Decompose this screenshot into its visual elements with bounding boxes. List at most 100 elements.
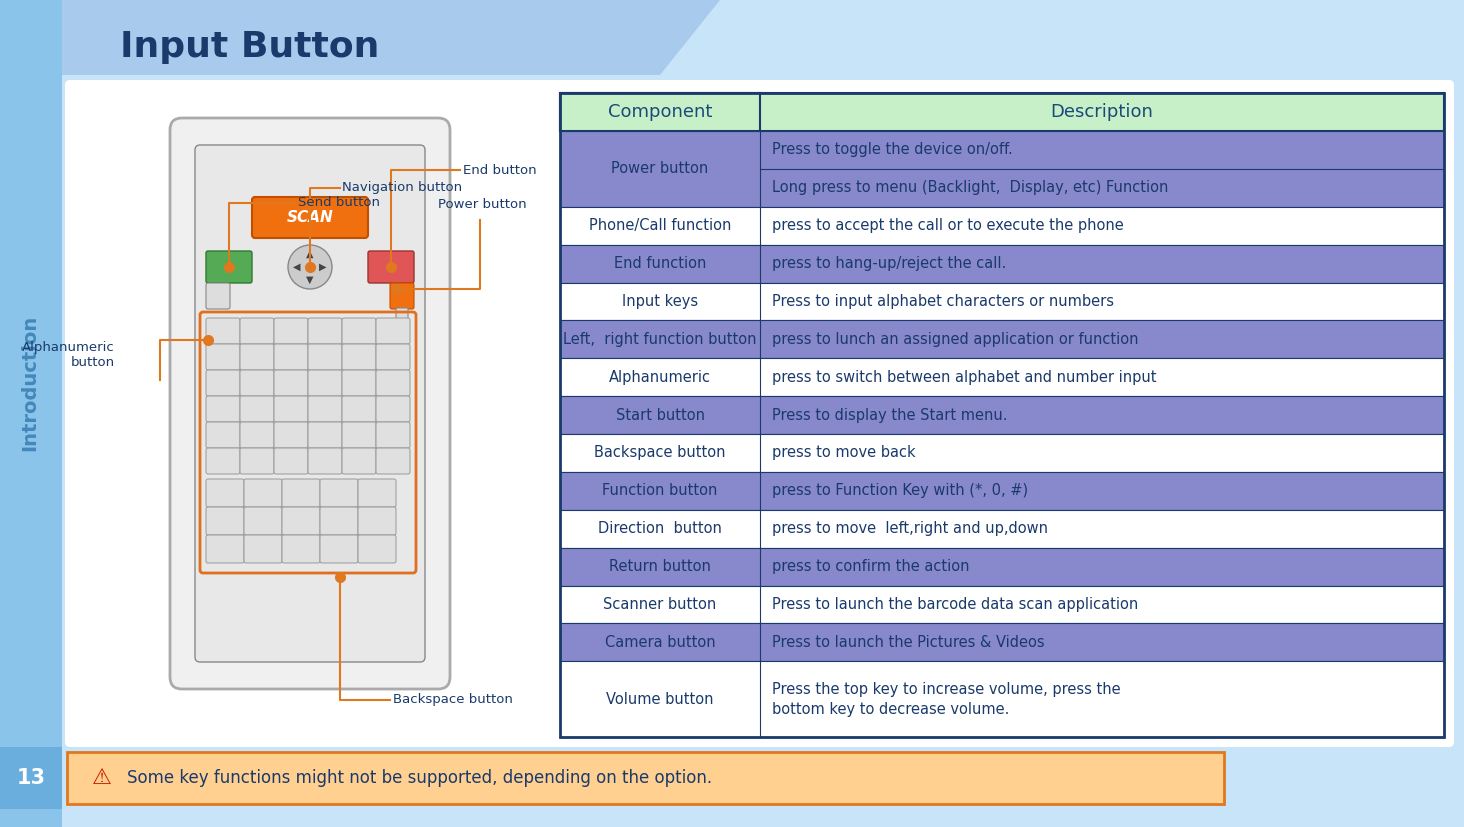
FancyBboxPatch shape xyxy=(244,535,283,563)
Text: ▼: ▼ xyxy=(306,275,313,285)
FancyBboxPatch shape xyxy=(274,396,307,422)
FancyBboxPatch shape xyxy=(64,80,1454,747)
Text: Press to launch the Pictures & Videos: Press to launch the Pictures & Videos xyxy=(772,635,1045,650)
Text: Camera button: Camera button xyxy=(605,635,716,650)
FancyBboxPatch shape xyxy=(240,370,274,396)
FancyBboxPatch shape xyxy=(321,535,359,563)
Text: Press the top key to increase volume, press the
bottom key to decrease volume.: Press the top key to increase volume, pr… xyxy=(772,681,1120,716)
Text: Component: Component xyxy=(608,103,712,121)
FancyBboxPatch shape xyxy=(376,344,410,370)
Bar xyxy=(67,752,1224,804)
Text: Alphanumeric: Alphanumeric xyxy=(609,370,712,385)
Text: Press to display the Start menu.: Press to display the Start menu. xyxy=(772,408,1007,423)
FancyBboxPatch shape xyxy=(321,507,359,535)
FancyBboxPatch shape xyxy=(343,422,376,448)
FancyBboxPatch shape xyxy=(343,448,376,474)
Text: Navigation button: Navigation button xyxy=(343,181,463,194)
FancyBboxPatch shape xyxy=(206,251,252,283)
FancyBboxPatch shape xyxy=(244,507,283,535)
Bar xyxy=(561,283,1444,320)
Text: Phone/Call function: Phone/Call function xyxy=(589,218,731,233)
FancyBboxPatch shape xyxy=(274,422,307,448)
Text: Introduction: Introduction xyxy=(20,315,40,451)
FancyBboxPatch shape xyxy=(283,507,321,535)
Bar xyxy=(0,747,61,809)
FancyBboxPatch shape xyxy=(307,344,343,370)
Bar xyxy=(561,245,1444,283)
FancyBboxPatch shape xyxy=(240,318,274,344)
Bar xyxy=(561,207,1444,245)
Text: Function button: Function button xyxy=(602,483,717,499)
Text: press to Function Key with (*, 0, #): press to Function Key with (*, 0, #) xyxy=(772,483,1028,499)
FancyBboxPatch shape xyxy=(206,370,240,396)
FancyBboxPatch shape xyxy=(206,535,244,563)
FancyBboxPatch shape xyxy=(206,479,244,507)
Text: Backspace button: Backspace button xyxy=(392,694,512,706)
Text: ●: ● xyxy=(306,262,315,272)
FancyBboxPatch shape xyxy=(206,344,240,370)
FancyBboxPatch shape xyxy=(240,396,274,422)
Text: Description: Description xyxy=(1051,103,1154,121)
FancyBboxPatch shape xyxy=(321,479,359,507)
FancyBboxPatch shape xyxy=(389,283,414,309)
Text: Press to input alphabet characters or numbers: Press to input alphabet characters or nu… xyxy=(772,294,1114,309)
Bar xyxy=(561,472,1444,509)
FancyBboxPatch shape xyxy=(274,370,307,396)
FancyBboxPatch shape xyxy=(283,479,321,507)
Text: 13: 13 xyxy=(16,768,45,788)
FancyBboxPatch shape xyxy=(376,370,410,396)
Bar xyxy=(561,586,1444,624)
FancyBboxPatch shape xyxy=(359,535,395,563)
Text: Volume button: Volume button xyxy=(606,691,714,706)
Bar xyxy=(561,509,1444,547)
Text: press to accept the call or to execute the phone: press to accept the call or to execute t… xyxy=(772,218,1124,233)
FancyBboxPatch shape xyxy=(170,118,449,689)
FancyBboxPatch shape xyxy=(244,479,283,507)
Bar xyxy=(561,662,1444,737)
Text: Backspace button: Backspace button xyxy=(594,446,726,461)
Text: Long press to menu (Backlight,  Display, etc) Function: Long press to menu (Backlight, Display, … xyxy=(772,180,1168,195)
Text: ◀: ◀ xyxy=(293,262,300,272)
Text: End function: End function xyxy=(613,256,706,271)
FancyBboxPatch shape xyxy=(367,251,414,283)
Bar xyxy=(561,434,1444,472)
FancyBboxPatch shape xyxy=(307,318,343,344)
FancyBboxPatch shape xyxy=(240,448,274,474)
FancyBboxPatch shape xyxy=(359,479,395,507)
Text: Input Button: Input Button xyxy=(120,30,379,64)
Text: End button: End button xyxy=(463,164,537,176)
Text: press to lunch an assigned application or function: press to lunch an assigned application o… xyxy=(772,332,1139,347)
Text: Left,  right function button: Left, right function button xyxy=(564,332,757,347)
Bar xyxy=(0,0,61,827)
Bar xyxy=(561,396,1444,434)
Text: Start button: Start button xyxy=(615,408,704,423)
FancyBboxPatch shape xyxy=(307,448,343,474)
Text: press to confirm the action: press to confirm the action xyxy=(772,559,969,574)
FancyBboxPatch shape xyxy=(206,448,240,474)
FancyBboxPatch shape xyxy=(206,396,240,422)
Text: press to hang-up/reject the call.: press to hang-up/reject the call. xyxy=(772,256,1006,271)
FancyBboxPatch shape xyxy=(274,448,307,474)
Text: Alphanumeric
button: Alphanumeric button xyxy=(22,341,116,369)
FancyBboxPatch shape xyxy=(240,422,274,448)
FancyBboxPatch shape xyxy=(343,396,376,422)
Polygon shape xyxy=(61,0,720,75)
FancyBboxPatch shape xyxy=(206,283,230,309)
FancyBboxPatch shape xyxy=(343,344,376,370)
Text: Press to toggle the device on/off.: Press to toggle the device on/off. xyxy=(772,142,1013,157)
Text: Input keys: Input keys xyxy=(622,294,698,309)
FancyBboxPatch shape xyxy=(376,422,410,448)
FancyBboxPatch shape xyxy=(252,197,367,238)
FancyBboxPatch shape xyxy=(376,318,410,344)
FancyBboxPatch shape xyxy=(240,344,274,370)
Text: ▲: ▲ xyxy=(306,249,313,259)
FancyBboxPatch shape xyxy=(274,318,307,344)
Bar xyxy=(561,131,1444,207)
FancyBboxPatch shape xyxy=(307,396,343,422)
Circle shape xyxy=(288,245,332,289)
Bar xyxy=(561,358,1444,396)
FancyBboxPatch shape xyxy=(343,370,376,396)
FancyBboxPatch shape xyxy=(206,507,244,535)
FancyBboxPatch shape xyxy=(307,422,343,448)
Text: press to switch between alphabet and number input: press to switch between alphabet and num… xyxy=(772,370,1157,385)
